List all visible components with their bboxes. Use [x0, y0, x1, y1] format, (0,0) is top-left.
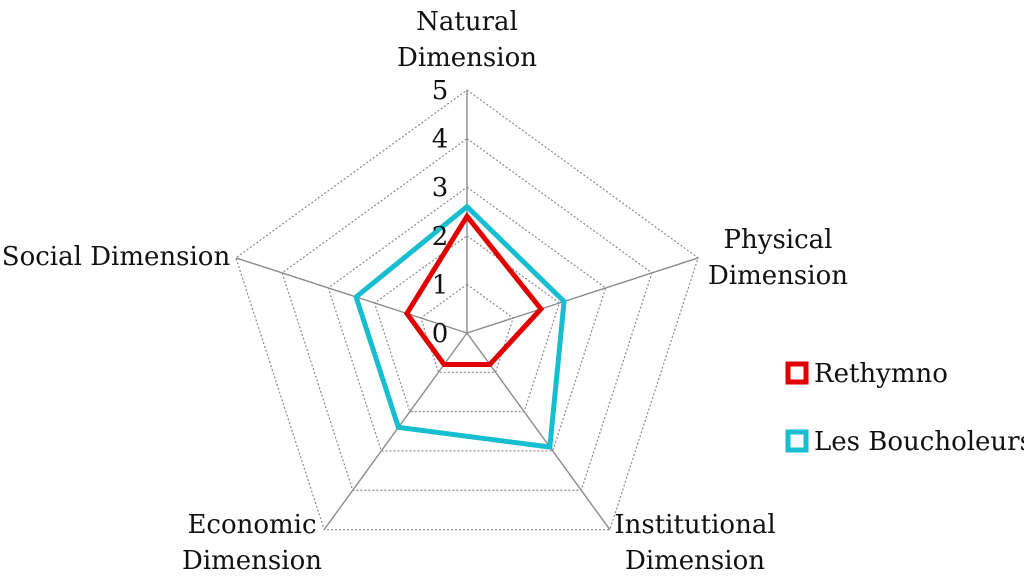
radar-tick-labels: 0 1 2 3 4 5 [432, 76, 449, 349]
series-line [403, 212, 545, 367]
axis-spoke [466, 257, 699, 334]
legend-swatch [785, 361, 809, 385]
axis-label-line: Dimension [397, 43, 537, 73]
tick-label: 2 [432, 222, 449, 252]
grid-ring [327, 186, 607, 452]
axis-label-line: Economic [187, 510, 316, 540]
axis-label: Social Dimension [2, 242, 231, 272]
radar-grid [235, 89, 699, 531]
axis-spoke [235, 257, 468, 334]
axis-label-line: Institutional [614, 510, 775, 540]
tick-label: 0 [432, 319, 449, 349]
tick-label: 1 [432, 270, 449, 300]
grid-ring [281, 137, 653, 491]
radar-axes [235, 90, 699, 531]
axis-label-line: Physical [724, 225, 833, 255]
axis-label-line: Dimension [708, 261, 848, 291]
radar-series [353, 203, 567, 450]
legend: Rethymno Les Boucholeurs [785, 359, 1024, 457]
legend-label: Les Boucholeurs [814, 427, 1024, 457]
axis-label-line: Dimension [625, 546, 765, 576]
tick-label: 4 [432, 125, 449, 155]
axis-label: Physical Dimension [708, 225, 848, 291]
legend-swatch [785, 429, 809, 453]
grid-ring [373, 235, 561, 413]
axis-label-line: Social Dimension [2, 242, 231, 272]
series-line [353, 203, 567, 450]
tick-label: 5 [432, 76, 449, 106]
legend-label: Rethymno [814, 359, 948, 389]
tick-label: 3 [432, 173, 449, 203]
axis-label: Institutional Dimension [614, 510, 775, 576]
axis-label: Natural Dimension [397, 7, 537, 73]
axis-label: Economic Dimension [182, 510, 322, 576]
axis-label-line: Dimension [182, 546, 322, 576]
axis-label-line: Natural [416, 7, 518, 37]
